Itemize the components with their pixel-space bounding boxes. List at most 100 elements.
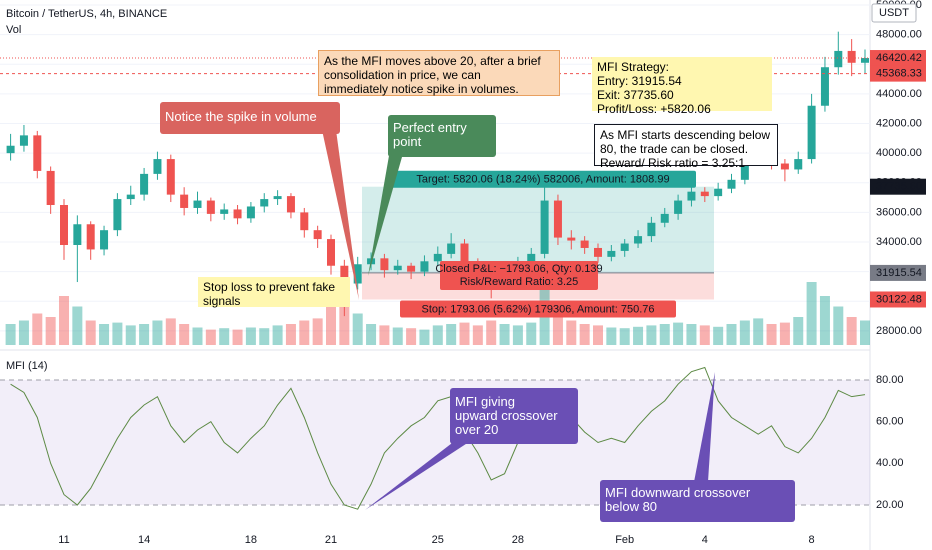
candle-body — [246, 206, 255, 219]
volume-bar — [806, 282, 817, 345]
candle-body — [353, 264, 362, 284]
candle-body — [433, 253, 442, 262]
volume-bar — [459, 322, 470, 345]
y-tick-label: 60.00 — [876, 416, 904, 428]
volume-bar — [232, 329, 243, 345]
volume-bar — [526, 322, 537, 345]
note-line: Profit/Loss: +5820.06 — [597, 102, 711, 116]
candle-body — [166, 159, 175, 195]
callout: Perfect entry point — [388, 115, 496, 157]
x-tick-label: 4 — [702, 534, 708, 546]
candle-body — [153, 159, 162, 174]
note-line: immediately notice spike in volumes. — [324, 82, 519, 96]
note-line: MFI giving — [455, 394, 515, 409]
candle-body — [180, 194, 189, 208]
x-tick-label: 8 — [809, 534, 815, 546]
note-line: Entry: 31915.54 — [597, 74, 682, 88]
volume-bar — [5, 324, 16, 345]
volume-bar — [285, 324, 296, 345]
candle-body — [674, 200, 683, 214]
note-line: Exit: 37735.60 — [597, 88, 674, 102]
volume-bar — [112, 322, 123, 345]
y-tick-label: 44000.00 — [876, 88, 922, 100]
price-label-box — [870, 65, 926, 82]
note-box: As MFI starts descending below 80, the t… — [594, 124, 778, 170]
callout: Notice the spike in volume — [160, 102, 340, 134]
pane-title: MFI (14) — [6, 360, 48, 372]
currency[interactable]: USDT — [879, 7, 909, 19]
note-line: As MFI starts descending below — [600, 128, 771, 142]
y-tick-label: 34000.00 — [876, 236, 922, 248]
symbol-title: Bitcoin / TetherUS, 4h, BINANCE — [6, 8, 167, 20]
note-line: Notice the spike in volume — [165, 109, 317, 124]
volume-bar — [392, 327, 403, 345]
volume-bar — [192, 327, 203, 345]
volume-bar — [579, 324, 590, 345]
candle-body — [687, 191, 696, 201]
candle-body — [33, 135, 42, 171]
candle-body — [206, 200, 215, 214]
price-label-box — [870, 291, 926, 308]
candle-body — [807, 105, 816, 160]
candle-body — [420, 261, 429, 272]
candle-body — [60, 205, 68, 245]
volume-bar — [472, 325, 483, 345]
candle-body — [740, 159, 749, 180]
volume-bar — [659, 324, 670, 345]
callout: MFI downward crossover below 80 — [600, 480, 795, 522]
volume-bar — [686, 324, 697, 345]
volume-bar — [18, 320, 29, 345]
volume-bar — [793, 317, 804, 345]
stop-label: Stop: 1793.06 (5.62%) 179306, Amount: 75… — [421, 303, 654, 315]
note-line: below 80 — [605, 499, 658, 514]
volume-bar — [125, 325, 136, 345]
candle-body — [460, 243, 469, 266]
volume-bar — [619, 328, 630, 345]
volume-bar — [726, 324, 737, 345]
candle-body — [340, 265, 349, 284]
candle-body — [540, 200, 549, 254]
candle-body — [113, 199, 122, 231]
price-label: 45368.33 — [876, 68, 922, 80]
volume-bar — [326, 303, 336, 345]
note-line: MFI downward crossover — [605, 485, 751, 500]
candle-body — [300, 212, 309, 231]
candle-body — [727, 179, 736, 189]
volume-bar — [72, 306, 83, 345]
volume-bar — [99, 324, 110, 345]
volume-bar — [699, 325, 710, 345]
note-line: Stop loss to prevent fake — [203, 280, 336, 294]
volume-bar — [566, 320, 577, 345]
note-box: MFI Strategy: Entry: 31915.54 Exit: 3773… — [592, 57, 772, 116]
candle-body — [407, 265, 416, 272]
x-tick-label: Feb — [615, 534, 634, 546]
volume-bar — [259, 328, 270, 345]
candle-body — [313, 230, 322, 240]
volume-bar — [379, 325, 390, 345]
target-label-box — [390, 170, 696, 188]
closed-label: Risk/Reward Ratio: 3.25 — [460, 276, 579, 288]
x-tick-label: 18 — [245, 534, 257, 546]
price-label-box — [870, 178, 926, 195]
arrow — [368, 150, 404, 276]
arrow — [322, 130, 359, 300]
candle-body — [393, 265, 402, 271]
y-tick-label: 40000.00 — [876, 147, 922, 159]
note-line: Perfect entry — [393, 120, 467, 135]
note-line: over 20 — [455, 422, 499, 437]
currency-box[interactable] — [871, 3, 917, 23]
volume-bar — [486, 320, 497, 345]
candle-body — [553, 200, 562, 238]
candle-body — [647, 222, 656, 237]
arrow — [365, 440, 472, 510]
closed-label-box — [440, 261, 598, 290]
volume-bar — [352, 313, 363, 345]
volume-bar — [59, 296, 69, 345]
price-label-box — [870, 50, 926, 67]
volume-bar — [753, 318, 764, 345]
candle-body — [86, 224, 95, 250]
candle-body — [620, 243, 629, 251]
volume-bar — [673, 322, 684, 345]
x-tick-label: 14 — [138, 534, 150, 546]
candle-body — [327, 239, 335, 266]
